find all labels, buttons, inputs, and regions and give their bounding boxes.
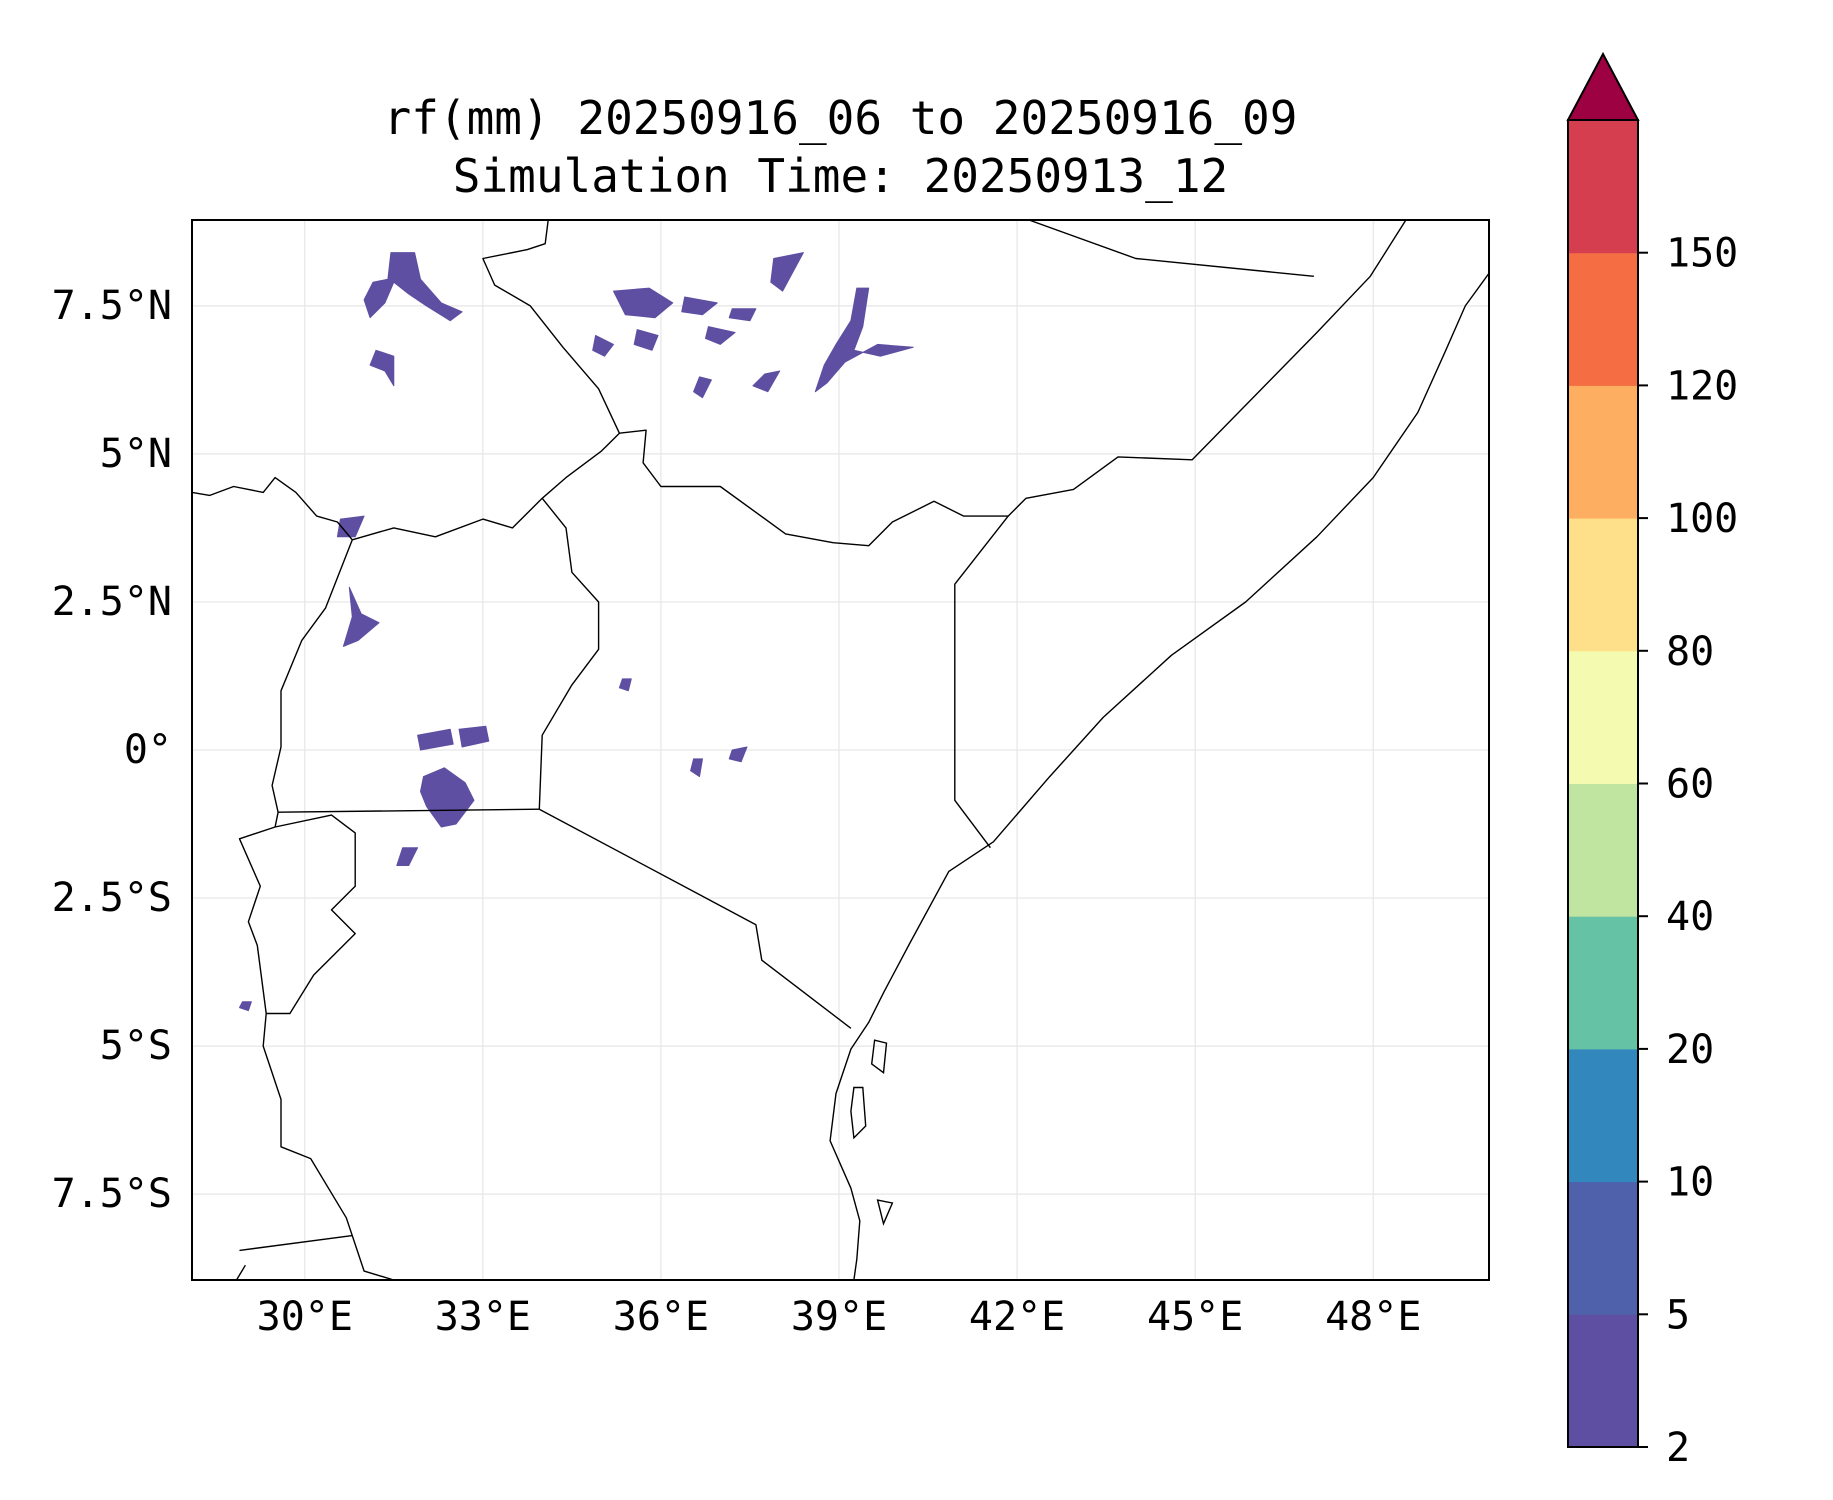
- rain-area-south-sudan-east-6: [592, 335, 614, 357]
- boundary-kenya-somalia-border: [954, 515, 1009, 849]
- rain-area-kenya-small-3: [728, 746, 748, 763]
- rain-area-south-sudan-east-3: [728, 308, 757, 322]
- colorbar-segment: [1568, 916, 1638, 1050]
- colorbar-segment: [1568, 1314, 1638, 1448]
- colorbar-tick-label: 40: [1666, 894, 1714, 940]
- colorbar-segment: [1568, 1048, 1638, 1183]
- colorbar-tick-label: 2: [1666, 1425, 1690, 1471]
- rain-area-lake-victoria-north-2: [458, 725, 490, 748]
- boundary-zambia-tanzania-line: [239, 1234, 353, 1252]
- rain-area-kenya-small-1: [618, 678, 632, 692]
- colorbar-segment: [1568, 120, 1638, 254]
- y-tick-label: 5°N: [100, 431, 172, 477]
- rain-area-lake-victoria-west-blob: [420, 767, 475, 828]
- colorbar-tick-label: 10: [1666, 1160, 1714, 1206]
- boundary-uganda-south-sudan-border: [352, 432, 620, 541]
- y-tick-label: 7.5°S: [52, 1171, 172, 1217]
- rain-area-south-sudan-east-2: [681, 296, 718, 316]
- rain-area-burundi-speck: [239, 1001, 252, 1012]
- rain-area-ethiopia-south-2: [693, 376, 712, 399]
- colorbar-extend-arrow: [1566, 51, 1640, 121]
- colorbar-segment: [1568, 650, 1638, 784]
- boundary-drc-central-african-line: [192, 476, 353, 541]
- y-tick-label: 0°: [124, 727, 172, 773]
- colorbar-tick-label: 5: [1666, 1292, 1690, 1338]
- rain-area-uganda-west-strip: [342, 586, 380, 647]
- x-tick-label: 30°E: [257, 1294, 353, 1340]
- y-tick-label: 7.5°N: [52, 283, 172, 329]
- colorbar-segment: [1568, 385, 1638, 519]
- rain-area-south-sudan-east-7: [705, 326, 736, 345]
- colorbar-tick-label: 100: [1666, 496, 1738, 542]
- boundary-uganda-drc-border: [271, 539, 353, 828]
- x-tick-label: 36°E: [613, 1294, 709, 1340]
- boundary-uganda-kenya-border: [538, 497, 600, 810]
- rain-area-uganda-border-north: [336, 515, 365, 538]
- boundary-south-sudan-ethiopia-border: [482, 220, 1407, 547]
- island-pemba: [870, 1039, 888, 1074]
- colorbar-tick-label: 120: [1666, 363, 1738, 409]
- map-axes: 30°E 33°E 36°E 39°E 42°E 45°E 48°E 7.5°N 5°N 2.5°…: [52, 219, 1490, 1340]
- colorbar-tick-label: 60: [1666, 762, 1714, 808]
- rain-area-south-sudan-east-4: [770, 252, 804, 292]
- boundary-drc-tanzania-lake-tanganyika: [262, 1013, 395, 1280]
- rain-area-ethiopia-south-1: [752, 370, 781, 393]
- colorbar-segment: [1568, 252, 1638, 386]
- coastline: [829, 272, 1489, 1280]
- x-tick-label: 42°E: [969, 1294, 1065, 1340]
- boundary-ethiopia-somaliland-line: [1028, 220, 1314, 277]
- rain-area-lake-victoria-north-1: [417, 728, 454, 751]
- rain-area-kenya-small-2: [690, 758, 703, 778]
- map-title-line-2: Simulation Time: 20250913_12: [452, 149, 1229, 203]
- island-mafia: [876, 1199, 894, 1226]
- colorbar-segment: [1568, 783, 1638, 917]
- x-tick-label: 39°E: [791, 1294, 887, 1340]
- colorbar-tick-label: 80: [1666, 629, 1714, 675]
- y-tick-label: 5°S: [100, 1023, 172, 1069]
- colorbar: 2 5 10 20 40 60 80 100 120 150: [1566, 51, 1738, 1471]
- boundary-drc-northwest-tail: [235, 1264, 246, 1280]
- rain-area-south-sudan-east-1: [613, 287, 674, 319]
- y-tick-label: 2.5°N: [52, 579, 172, 625]
- x-tick-label: 33°E: [435, 1294, 531, 1340]
- colorbar-tick-label: 150: [1666, 231, 1738, 277]
- island-zanzibar: [850, 1086, 867, 1140]
- rain-area-south-sudan-west-cluster: [363, 252, 463, 322]
- map-frame: [191, 219, 1490, 1281]
- y-tick-label: 2.5°S: [52, 875, 172, 921]
- rain-area-south-sudan-east-5: [633, 329, 659, 351]
- colorbar-segment: [1568, 1181, 1638, 1315]
- x-tick-label: 48°E: [1325, 1294, 1421, 1340]
- boundary-kenya-tanzania-border: [538, 808, 852, 1029]
- rain-area-south-sudan-west-lobe: [369, 349, 395, 387]
- map-title-line-1: rf(mm) 20250916_06 to 20250916_09: [383, 91, 1298, 145]
- colorbar-tick-label: 20: [1666, 1027, 1714, 1073]
- boundary-rwanda-burundi-outline: [238, 814, 356, 1015]
- x-tick-label: 45°E: [1147, 1294, 1243, 1340]
- rain-area-ethiopia-southwest-band: [814, 287, 914, 393]
- boundary-uganda-tanzania-rwanda-border: [278, 808, 540, 813]
- colorbar-segment: [1568, 518, 1638, 652]
- rain-area-west-tanzania-1: [396, 847, 419, 866]
